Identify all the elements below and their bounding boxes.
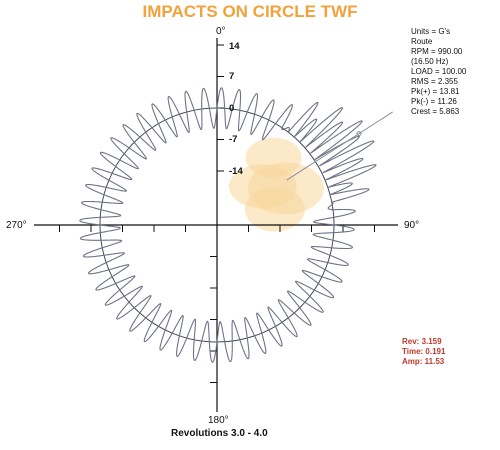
angle-label-bottom: 180° [208, 415, 229, 426]
rms-value: RMS = 2.355 [411, 77, 458, 86]
radial-tick-label: -7 [229, 134, 237, 145]
cursor-rev: Rev: 3.159 [402, 337, 442, 346]
cursor-line-path [286, 111, 393, 181]
page-title: IMPACTS ON CIRCLE TWF [142, 2, 358, 21]
waveform-trace [79, 87, 377, 363]
revolutions-label: Revolutions 3.0 - 4.0 [171, 428, 268, 439]
waveform-info-panel: Units = G's Route RPM = 990.00 (16.50 Hz… [411, 27, 466, 117]
angle-label-top: 0° [216, 26, 226, 37]
angle-label-right: 90° [404, 220, 419, 231]
highlight-blob [245, 137, 302, 178]
radial-tick-label: 14 [229, 41, 240, 52]
waveform-trace-path [79, 87, 377, 363]
angle-label-left: 270° [6, 220, 27, 231]
peak-positive-value: Pk(+) = 13.81 [411, 87, 460, 96]
radial-tick-label: 0 [229, 103, 234, 114]
cursor-readout: Rev: 3.159 Time: 0.191 Amp: 11.53 [402, 337, 445, 367]
crest-value: Crest = 5.863 [411, 107, 460, 116]
radial-tick-label: 7 [229, 71, 234, 82]
cursor-marker [356, 131, 362, 137]
load-value: LOAD = 100.00 [411, 67, 467, 76]
impact-highlight-region [228, 137, 324, 232]
frequency-value: (16.50 Hz) [411, 57, 449, 66]
units-label: Units = G's [411, 27, 451, 36]
route-label: Route [411, 37, 433, 46]
rpm-value: RPM = 990.00 [411, 47, 463, 56]
cursor-amp: Amp: 11.53 [402, 357, 445, 366]
cursor-line [286, 111, 393, 181]
radial-tick-label: -14 [229, 166, 243, 177]
highlight-blob [244, 187, 305, 232]
cursor-time: Time: 0.191 [402, 347, 446, 356]
axis-labels: 0° 90° 180° 270° 14 7 0 -7 -14 Revolutio… [6, 26, 419, 439]
peak-negative-value: Pk(-) = 11.26 [411, 97, 457, 106]
axes [34, 38, 398, 412]
